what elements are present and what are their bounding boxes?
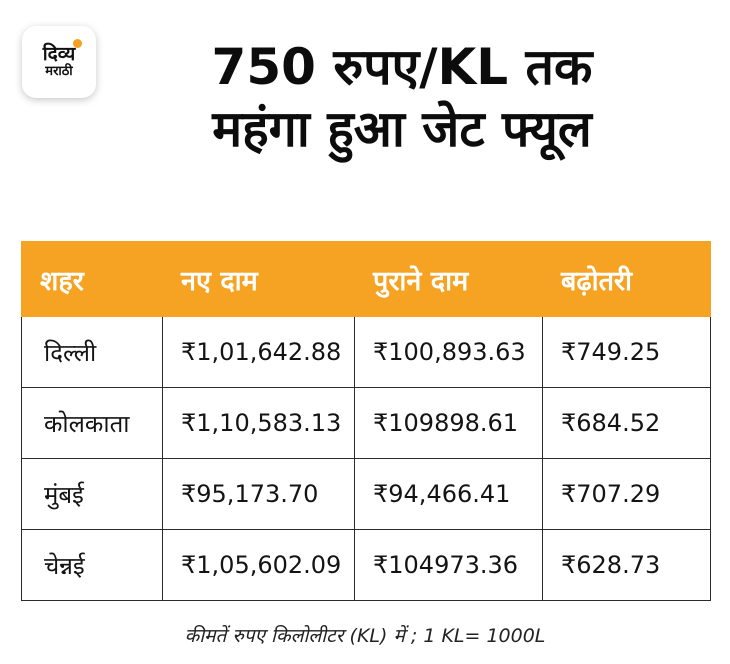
old-price-cell: ₹100,893.63: [354, 316, 543, 388]
divya-marathi-logo: दिव्य मराठी: [22, 26, 96, 98]
city-cell: कोलकाता: [21, 387, 163, 459]
header-new-price: नए दाम: [162, 241, 355, 317]
new-price-cell: ₹1,05,602.09: [162, 529, 355, 601]
jet-fuel-price-table: शहर नए दाम पुराने दाम बढ़ोतरी दिल्ली ₹1,…: [21, 241, 711, 601]
unit-footnote: कीमतें रुपए किलोलीटर (KL) में ; 1 KL= 10…: [184, 625, 546, 647]
increase-cell: ₹628.73: [542, 529, 711, 601]
new-price-cell: ₹1,10,583.13: [162, 387, 355, 459]
increase-cell: ₹707.29: [542, 458, 711, 530]
table-row: कोलकाता ₹1,10,583.13 ₹109898.61 ₹684.52: [21, 387, 711, 459]
table-row: दिल्ली ₹1,01,642.88 ₹100,893.63 ₹749.25: [21, 316, 711, 388]
headline-line-2: महंगा हुआ जेट फ्यूल: [212, 100, 592, 158]
old-price-cell: ₹104973.36: [354, 529, 543, 601]
table-row: चेन्नई ₹1,05,602.09 ₹104973.36 ₹628.73: [21, 529, 711, 601]
logo-line-1: दिव्य: [42, 43, 76, 65]
headline: 750 रुपए/KL तक महंगा हुआ जेट फ्यूल: [92, 36, 712, 160]
logo-accent-dot: [73, 39, 82, 48]
header-increase: बढ़ोतरी: [542, 241, 711, 317]
city-cell: चेन्नई: [21, 529, 163, 601]
increase-cell: ₹684.52: [542, 387, 711, 459]
new-price-cell: ₹95,173.70: [162, 458, 355, 530]
header-old-price: पुराने दाम: [354, 241, 543, 317]
logo-line-2: मराठी: [45, 64, 73, 79]
old-price-cell: ₹94,466.41: [354, 458, 543, 530]
city-cell: मुंबई: [21, 458, 163, 530]
headline-line-1: 750 रुपए/KL तक: [211, 38, 593, 96]
old-price-cell: ₹109898.61: [354, 387, 543, 459]
header-city: शहर: [21, 241, 163, 317]
table-header-row: शहर नए दाम पुराने दाम बढ़ोतरी: [21, 241, 711, 317]
table-row: मुंबई ₹95,173.70 ₹94,466.41 ₹707.29: [21, 458, 711, 530]
increase-cell: ₹749.25: [542, 316, 711, 388]
city-cell: दिल्ली: [21, 316, 163, 388]
new-price-cell: ₹1,01,642.88: [162, 316, 355, 388]
